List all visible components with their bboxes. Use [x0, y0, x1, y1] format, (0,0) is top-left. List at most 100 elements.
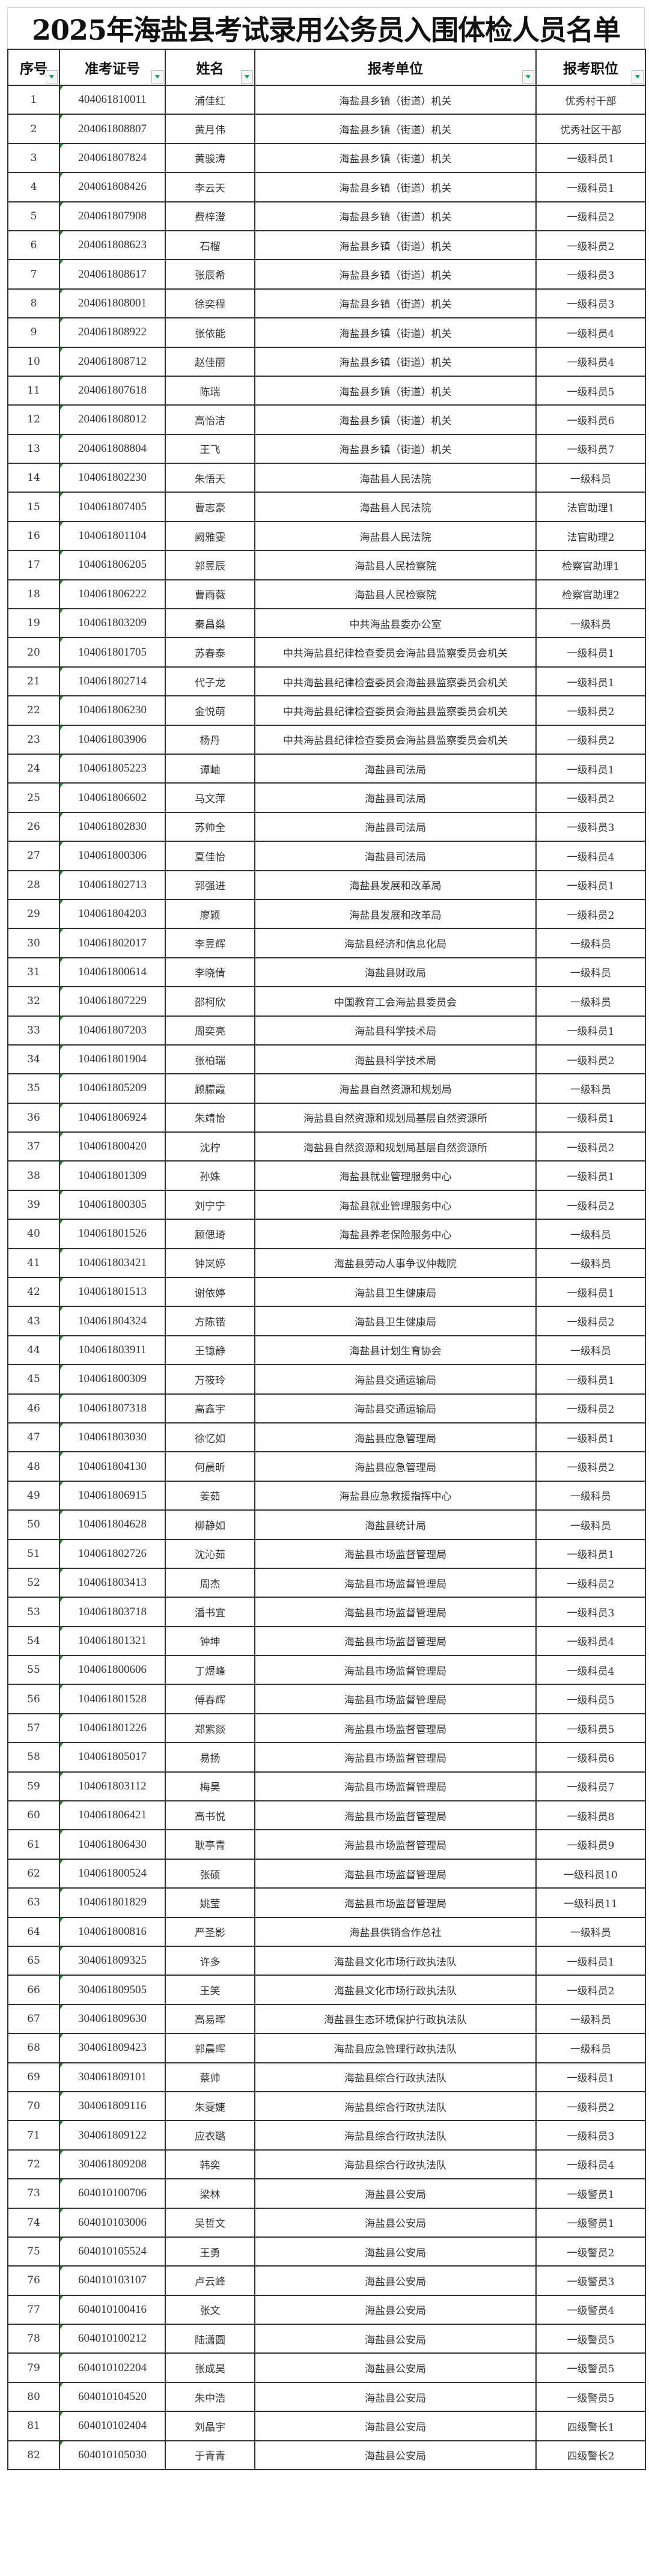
cell-position[interactable]: 一级科员7 — [535, 1771, 646, 1802]
cell-name[interactable]: 钟岚婷 — [165, 1247, 255, 1279]
cell-name[interactable]: 何晨昕 — [165, 1451, 255, 1482]
cell-seq[interactable]: 32 — [7, 986, 60, 1017]
cell-unit[interactable]: 海盐县乡镇（街道）机关 — [254, 230, 537, 261]
cell-seq[interactable]: 64 — [7, 1916, 60, 1947]
cell-name[interactable]: 朱悟天 — [165, 463, 255, 493]
cell-unit[interactable]: 海盐县公安局 — [254, 2236, 537, 2267]
cell-exam-id[interactable]: 104061805209 — [59, 1073, 166, 1104]
cell-seq[interactable]: 69 — [7, 2062, 60, 2092]
cell-exam-id[interactable]: 104061806205 — [59, 550, 166, 580]
cell-unit[interactable]: 海盐县公安局 — [254, 2411, 537, 2441]
cell-name[interactable]: 严圣影 — [165, 1916, 255, 1947]
cell-position[interactable]: 一级科员2 — [535, 898, 646, 930]
cell-seq[interactable]: 31 — [7, 957, 60, 988]
cell-exam-id[interactable]: 604010103107 — [59, 2265, 166, 2296]
cell-position[interactable]: 一级科员 — [535, 1480, 646, 1511]
cell-name[interactable]: 王笑 — [165, 1975, 255, 2005]
cell-position[interactable]: 一级科员1 — [535, 2062, 646, 2092]
cell-position[interactable]: 一级警员5 — [535, 2352, 646, 2383]
cell-seq[interactable]: 23 — [7, 724, 60, 755]
cell-unit[interactable]: 海盐县综合行政执法队 — [254, 2149, 537, 2180]
cell-name[interactable]: 梅昊 — [165, 1771, 255, 1802]
cell-unit[interactable]: 海盐县交通运输局 — [254, 1364, 537, 1395]
cell-unit[interactable]: 海盐县劳动人事争议仲裁院 — [254, 1247, 537, 1279]
cell-name[interactable]: 郭晨晖 — [165, 2033, 255, 2063]
cell-position[interactable]: 一级科员1 — [535, 753, 646, 784]
cell-name[interactable]: 高书悦 — [165, 1800, 255, 1831]
cell-exam-id[interactable]: 304061809630 — [59, 2003, 166, 2035]
cell-name[interactable]: 许多 — [165, 1945, 255, 1976]
cell-seq[interactable]: 43 — [7, 1306, 60, 1336]
cell-unit[interactable]: 海盐县公安局 — [254, 2352, 537, 2383]
cell-seq[interactable]: 77 — [7, 2294, 60, 2325]
cell-seq[interactable]: 19 — [7, 608, 60, 639]
cell-name[interactable]: 应衣璐 — [165, 2120, 255, 2151]
cell-seq[interactable]: 58 — [7, 1742, 60, 1773]
filter-dropdown-icon[interactable] — [632, 70, 644, 84]
cell-seq[interactable]: 12 — [7, 404, 60, 435]
cell-position[interactable]: 一级科员1 — [535, 1422, 646, 1453]
cell-exam-id[interactable]: 104061800305 — [59, 1189, 166, 1220]
cell-position[interactable]: 一级科员2 — [535, 1131, 646, 1162]
cell-seq[interactable]: 37 — [7, 1131, 60, 1162]
cell-unit[interactable]: 海盐县计划生育协会 — [254, 1335, 537, 1366]
cell-name[interactable]: 王勇 — [165, 2236, 255, 2267]
cell-unit[interactable]: 海盐县综合行政执法队 — [254, 2090, 537, 2122]
cell-name[interactable]: 张硕 — [165, 1858, 255, 1889]
cell-exam-id[interactable]: 104061803911 — [59, 1335, 166, 1366]
cell-unit[interactable]: 海盐县公安局 — [254, 2440, 537, 2471]
cell-unit[interactable]: 海盐县市场监督管理局 — [254, 1742, 537, 1773]
cell-exam-id[interactable]: 104061803030 — [59, 1422, 166, 1453]
cell-position[interactable]: 法官助理2 — [535, 520, 646, 552]
cell-seq[interactable]: 22 — [7, 695, 60, 726]
cell-seq[interactable]: 13 — [7, 433, 60, 464]
cell-position[interactable]: 一级科员2 — [535, 724, 646, 755]
cell-name[interactable]: 张柏瑞 — [165, 1044, 255, 1075]
cell-position[interactable]: 一级科员 — [535, 1247, 646, 1279]
cell-unit[interactable]: 海盐县乡镇（街道）机关 — [254, 317, 537, 348]
cell-position[interactable]: 一级科员4 — [535, 841, 646, 871]
cell-name[interactable]: 郭昱辰 — [165, 550, 255, 580]
cell-exam-id[interactable]: 104061806421 — [59, 1800, 166, 1831]
cell-unit[interactable]: 海盐县发展和改革局 — [254, 898, 537, 930]
cell-unit[interactable]: 海盐县供销合作总社 — [254, 1916, 537, 1947]
cell-position[interactable]: 一级科员2 — [535, 1044, 646, 1075]
cell-seq[interactable]: 1 — [7, 84, 60, 115]
cell-exam-id[interactable]: 204061808001 — [59, 288, 166, 319]
cell-name[interactable]: 朱靖怡 — [165, 1102, 255, 1133]
cell-position[interactable]: 一级科员1 — [535, 869, 646, 900]
cell-seq[interactable]: 20 — [7, 637, 60, 668]
cell-unit[interactable]: 海盐县卫生健康局 — [254, 1277, 537, 1308]
cell-position[interactable]: 一级科员 — [535, 1916, 646, 1947]
cell-unit[interactable]: 海盐县自然资源和规划局基层自然资源所 — [254, 1102, 537, 1133]
cell-position[interactable]: 一级科员2 — [535, 1975, 646, 2005]
cell-unit[interactable]: 中共海盐县委办公室 — [254, 608, 537, 639]
cell-name[interactable]: 黄月伟 — [165, 114, 255, 144]
cell-seq[interactable]: 42 — [7, 1277, 60, 1308]
cell-name[interactable]: 邵柯欣 — [165, 986, 255, 1017]
cell-exam-id[interactable]: 104061801528 — [59, 1684, 166, 1714]
cell-exam-id[interactable]: 104061804324 — [59, 1306, 166, 1336]
cell-position[interactable]: 一级科员2 — [535, 1393, 646, 1423]
cell-seq[interactable]: 14 — [7, 463, 60, 493]
cell-exam-id[interactable]: 104061800606 — [59, 1655, 166, 1685]
cell-exam-id[interactable]: 104061801226 — [59, 1713, 166, 1744]
cell-unit[interactable]: 海盐县文化市场行政执法队 — [254, 1945, 537, 1976]
cell-name[interactable]: 曹志豪 — [165, 492, 255, 522]
cell-unit[interactable]: 海盐县公安局 — [254, 2265, 537, 2296]
cell-position[interactable]: 一级科员6 — [535, 404, 646, 435]
cell-position[interactable]: 一级科员6 — [535, 1742, 646, 1773]
cell-position[interactable]: 一级警员2 — [535, 2236, 646, 2267]
cell-unit[interactable]: 海盐县生态环境保护行政执法队 — [254, 2003, 537, 2035]
cell-seq[interactable]: 6 — [7, 230, 60, 261]
cell-seq[interactable]: 75 — [7, 2236, 60, 2267]
cell-position[interactable]: 一级科员 — [535, 608, 646, 639]
cell-unit[interactable]: 海盐县统计局 — [254, 1509, 537, 1540]
cell-exam-id[interactable]: 604010102204 — [59, 2352, 166, 2383]
cell-seq[interactable]: 72 — [7, 2149, 60, 2180]
cell-position[interactable]: 一级科员 — [535, 2033, 646, 2063]
cell-position[interactable]: 检察官助理2 — [535, 579, 646, 610]
cell-seq[interactable]: 80 — [7, 2381, 60, 2413]
cell-name[interactable]: 柳静如 — [165, 1509, 255, 1540]
cell-exam-id[interactable]: 104061803209 — [59, 608, 166, 639]
